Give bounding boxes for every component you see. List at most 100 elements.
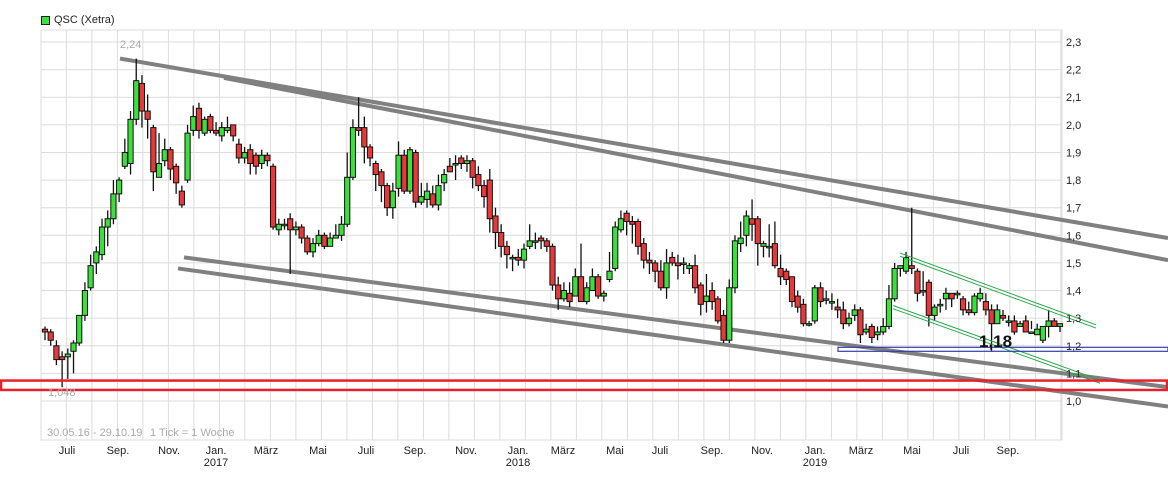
candle-body: [880, 325, 887, 333]
y-tick-label: 2,1: [1066, 92, 1081, 104]
legend-label: QSC (Xetra): [54, 14, 115, 26]
candle-body: [965, 309, 972, 314]
x-tick-label: Nov.: [455, 445, 477, 457]
candle: [663, 249, 670, 299]
candle-body: [486, 179, 493, 220]
candle: [857, 307, 864, 344]
candle-body: [332, 234, 339, 239]
candle-body: [463, 160, 471, 165]
candle: [577, 243, 585, 303]
candle-body: [98, 226, 106, 256]
candle: [555, 276, 562, 310]
candle: [287, 213, 294, 274]
candle: [754, 215, 761, 266]
candle: [452, 155, 459, 181]
y-tick-label: 1,5: [1066, 258, 1081, 270]
candle: [709, 282, 716, 310]
candle: [606, 251, 613, 283]
candle: [680, 257, 687, 274]
candle: [212, 122, 220, 136]
candle-body: [498, 232, 505, 247]
candle: [344, 152, 351, 228]
candle: [435, 174, 442, 211]
candle-body: [76, 314, 83, 344]
candle: [891, 262, 898, 302]
y-tick-label: 2,0: [1066, 120, 1081, 132]
candle-body: [338, 223, 345, 236]
candle-body: [959, 298, 967, 311]
candle: [674, 254, 682, 280]
candle: [880, 318, 887, 335]
candle-body: [315, 234, 322, 245]
y-tick-label: 1,8: [1066, 175, 1081, 187]
candle: [327, 232, 334, 247]
candle: [800, 298, 807, 327]
candle-body: [469, 160, 476, 178]
candle-body: [766, 245, 773, 249]
candle: [840, 301, 847, 330]
candle-body: [754, 218, 761, 245]
candle-body: [406, 149, 414, 192]
candle-body: [281, 223, 288, 227]
upper-resistance-2: [223, 75, 1168, 263]
candle: [275, 218, 282, 236]
candle-body: [1011, 320, 1018, 333]
candle: [332, 224, 339, 239]
candle: [498, 224, 505, 258]
candle: [868, 323, 875, 344]
candle-body: [81, 290, 89, 316]
date-range: 30.05.16 - 29.10.19: [47, 427, 142, 439]
candle: [264, 152, 271, 167]
candle-body: [589, 276, 596, 292]
candle-body: [1028, 331, 1035, 334]
legend-swatch-icon: [41, 15, 50, 25]
candle-body: [885, 298, 893, 327]
candle: [931, 304, 938, 321]
candle-body: [441, 174, 448, 184]
candle: [971, 293, 978, 316]
candle: [766, 224, 773, 258]
candle: [1005, 315, 1012, 327]
candle: [748, 199, 756, 241]
candle-body: [133, 80, 140, 120]
candle-body: [680, 262, 687, 265]
candle: [617, 210, 625, 233]
candle-body: [714, 298, 721, 322]
candle-body: [520, 248, 528, 261]
candle: [395, 141, 402, 197]
candle: [537, 235, 545, 250]
candle-body: [652, 262, 659, 272]
chart-legend: QSC (Xetra): [41, 14, 115, 26]
y-tick-label: 1,6: [1066, 230, 1081, 242]
candle-body: [195, 107, 203, 131]
candle-body: [258, 154, 265, 165]
candle: [41, 326, 49, 341]
candle: [378, 169, 385, 203]
y-axis: 2,3 2,2 2,1 2,0 1,9 1,8 1,7 1,6 1,5 1,4 1,3 1,2 1,1 1…: [1066, 37, 1081, 408]
candle: [612, 221, 619, 272]
high-annotation: 2,24: [120, 39, 141, 51]
candle: [920, 271, 927, 297]
x-tick-label: Juli: [953, 445, 970, 457]
candle: [389, 182, 396, 219]
candle-body: [321, 234, 328, 247]
candle: [446, 157, 453, 173]
candle: [224, 116, 231, 134]
candle-body: [161, 149, 168, 162]
candle-body: [1034, 328, 1041, 336]
x-tick-year: 2017: [204, 457, 228, 469]
candle: [988, 304, 995, 352]
candle: [190, 105, 197, 136]
candle: [492, 207, 499, 250]
candle: [885, 285, 893, 330]
candle: [1016, 320, 1024, 327]
candle-body: [600, 292, 607, 297]
candle-body: [87, 265, 94, 289]
candle: [218, 122, 225, 142]
candle: [76, 314, 83, 346]
candle-body: [418, 196, 425, 203]
candle-body: [948, 292, 955, 300]
candle-body: [435, 185, 442, 206]
candle-body: [173, 165, 180, 184]
candle: [1011, 315, 1018, 335]
